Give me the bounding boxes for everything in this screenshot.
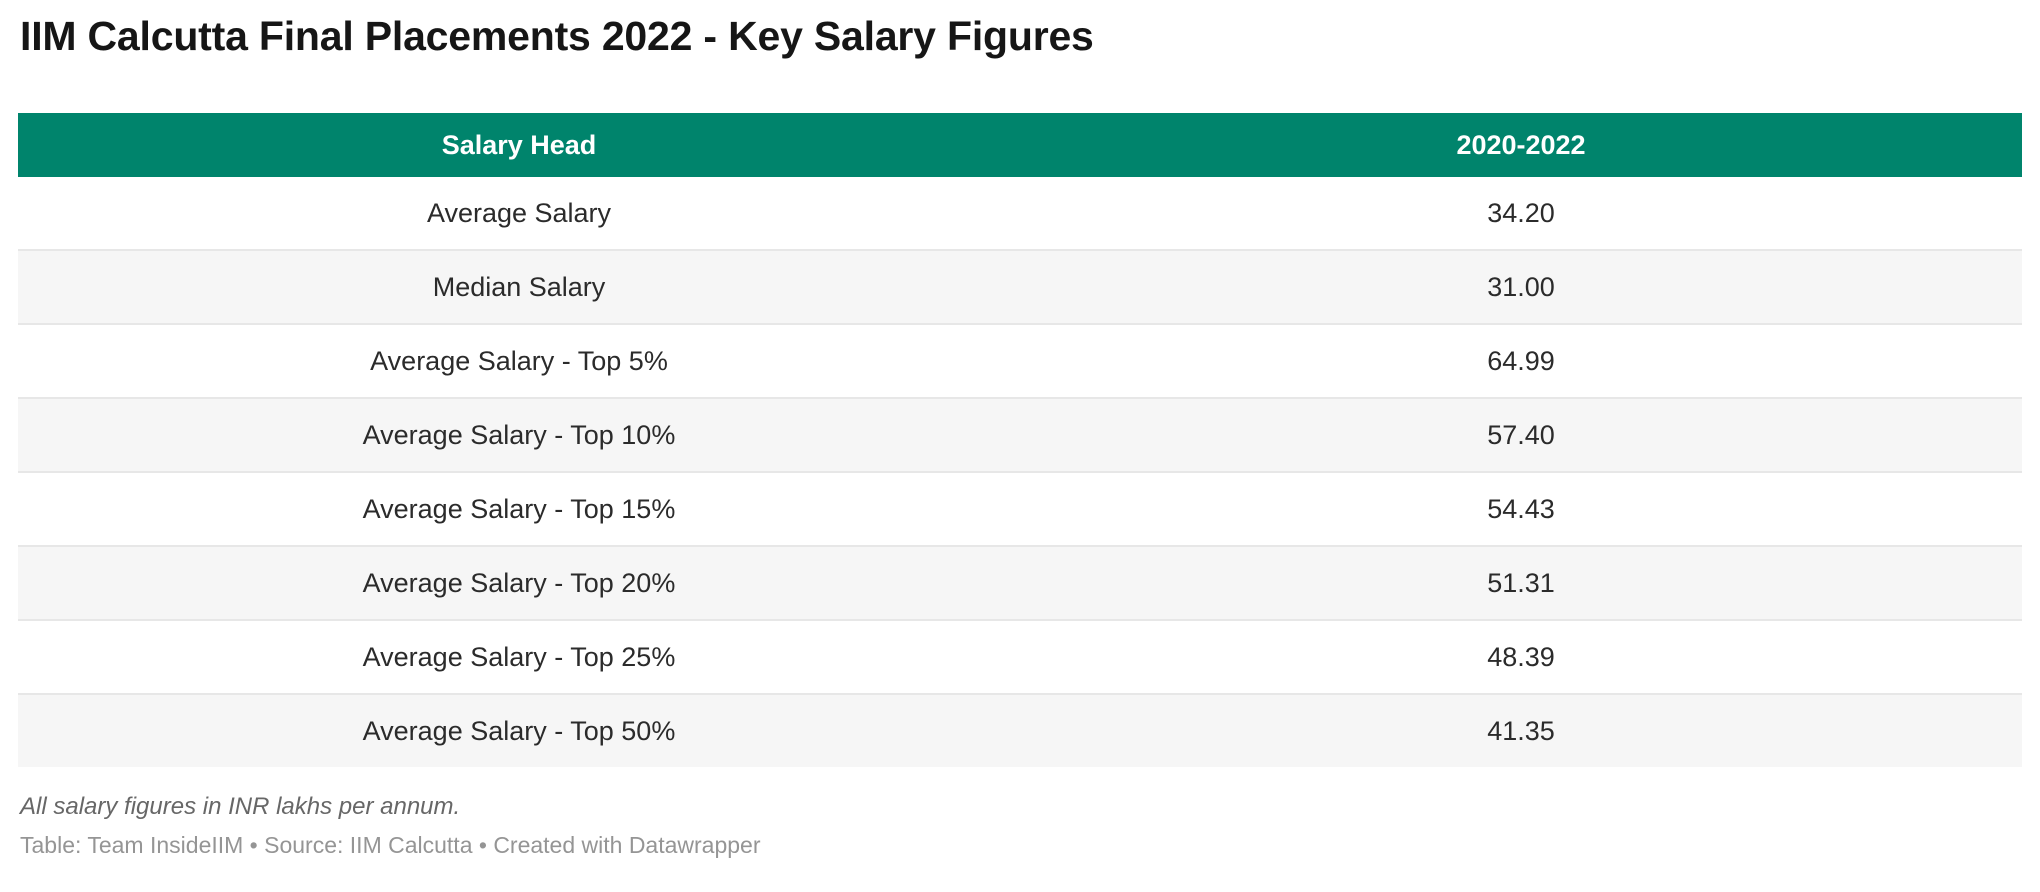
row-value-cell: 64.99	[1020, 323, 2022, 399]
table-header-row: Salary Head 2020-2022	[18, 113, 2022, 178]
header-cell-period: 2020-2022	[1020, 113, 2022, 178]
row-label-cell: Average Salary - Top 5%	[18, 323, 1020, 399]
row-value-cell: 34.20	[1020, 177, 2022, 251]
table-row: Average Salary - Top 50% 41.35	[18, 693, 2022, 768]
table-row: Average Salary - Top 15% 54.43	[18, 471, 2022, 547]
row-label-cell: Average Salary - Top 20%	[18, 545, 1020, 621]
row-value-cell: 51.31	[1020, 545, 2022, 621]
row-value-cell: 54.43	[1020, 471, 2022, 547]
table-row: Average Salary 34.20	[18, 177, 2022, 251]
table-row: Average Salary - Top 25% 48.39	[18, 619, 2022, 695]
table-row: Median Salary 31.00	[18, 249, 2022, 325]
chart-container: IIM Calcutta Final Placements 2022 - Key…	[18, 13, 2022, 859]
row-value-cell: 57.40	[1020, 397, 2022, 473]
table-header: Salary Head 2020-2022	[18, 113, 2022, 178]
row-value-cell: 31.00	[1020, 249, 2022, 325]
row-label-cell: Average Salary - Top 25%	[18, 619, 1020, 695]
row-value-cell: 41.35	[1020, 693, 2022, 768]
row-label-cell: Average Salary	[18, 177, 1020, 251]
credit-line: Table: Team InsideIIM • Source: IIM Calc…	[20, 832, 761, 859]
row-value-cell: 48.39	[1020, 619, 2022, 695]
row-label-cell: Median Salary	[18, 249, 1020, 325]
row-label-cell: Average Salary - Top 15%	[18, 471, 1020, 547]
header-cell-salary-head: Salary Head	[18, 113, 1020, 178]
table-row: Average Salary - Top 20% 51.31	[18, 545, 2022, 621]
row-label-cell: Average Salary - Top 50%	[18, 693, 1020, 768]
row-label-cell: Average Salary - Top 10%	[18, 397, 1020, 473]
table-row: Average Salary - Top 10% 57.40	[18, 397, 2022, 473]
footnote-text: All salary figures in INR lakhs per annu…	[20, 793, 461, 821]
page-title: IIM Calcutta Final Placements 2022 - Key…	[20, 13, 1094, 59]
table-body: Average Salary 34.20 Median Salary 31.00…	[18, 177, 2022, 768]
salary-table: Salary Head 2020-2022 Average Salary 34.…	[18, 113, 2022, 768]
table-row: Average Salary - Top 5% 64.99	[18, 323, 2022, 399]
